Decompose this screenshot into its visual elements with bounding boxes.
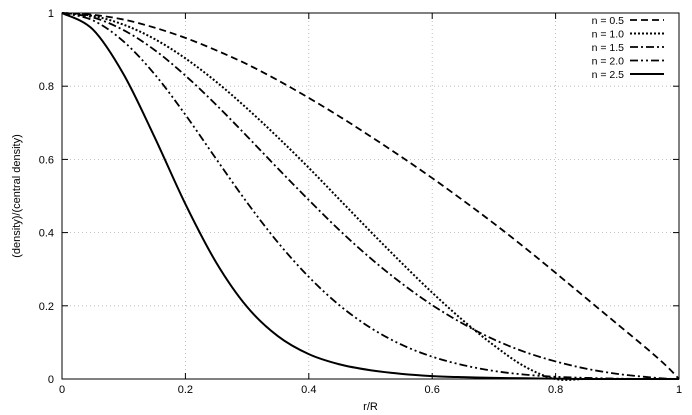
y-tick-label: 0.6 [39,154,54,166]
y-tick-label: 1 [48,8,54,20]
x-tick-label: 0.4 [301,384,316,396]
legend-label-5: n = 2.5 [592,69,625,81]
series-line-1 [61,12,680,380]
x-tick-label: 0.6 [425,384,440,396]
x-tick-label: 0.8 [548,384,563,396]
x-tick-label: 1 [676,384,682,396]
legend-label-2: n = 1.0 [592,29,625,41]
x-tick-label: 0 [59,384,65,396]
axis-ticks: 0 0.2 0.4 0.6 0.8 1 0 0.2 0.4 0.6 0.8 1 [39,8,682,396]
series-line-4 [61,12,679,380]
legend: n = 0.5 n = 1.0n = 1.5 n = 2.0n = 2.5 [592,15,664,81]
y-tick-label: 0.8 [39,81,54,93]
series-line-5 [61,12,679,381]
x-axis-label: r/R [363,401,378,413]
series-line-2 [61,12,679,381]
grid [62,13,679,379]
y-tick-label: 0.2 [39,301,54,313]
legend-label-3: n = 1.5 [592,42,625,54]
y-tick-label: 0 [48,374,54,386]
legend-label-4: n = 2.0 [592,56,625,68]
x-tick-label: 0.2 [178,384,193,396]
legend-label-1: n = 0.5 [592,15,625,27]
plot-frame [61,12,680,380]
series-line-3 [61,12,680,380]
y-axis-label: (density)/(central density) [11,134,23,258]
series-lines [61,12,680,381]
y-tick-label: 0.4 [39,228,54,240]
